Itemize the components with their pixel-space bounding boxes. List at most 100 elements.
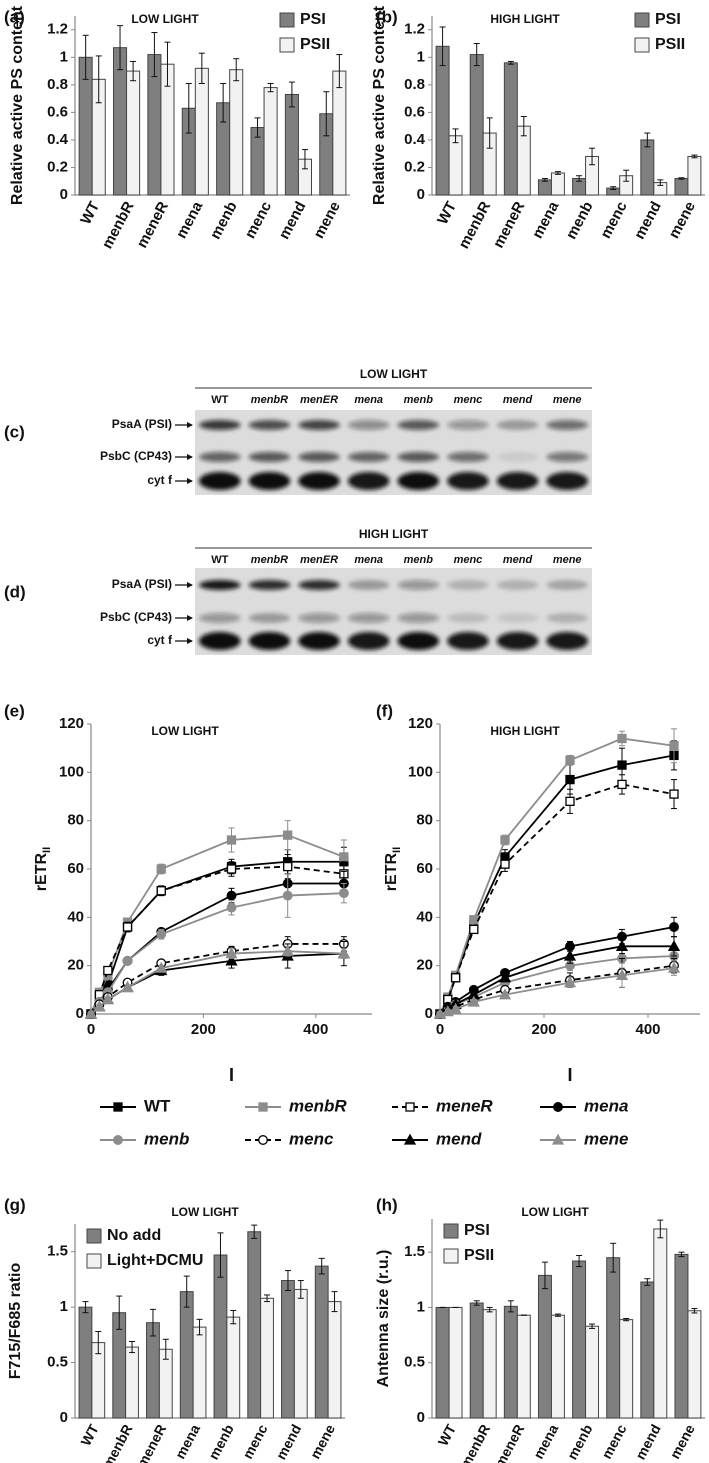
marker <box>469 915 479 925</box>
legend-label: menbR <box>289 1096 347 1115</box>
band <box>447 452 489 462</box>
y-tick-label: 0.4 <box>404 131 426 148</box>
band <box>198 580 241 590</box>
marker <box>156 864 166 874</box>
x-tick-label: menbR <box>99 1422 135 1463</box>
error-bar <box>82 1301 89 1314</box>
x-tick-label: menc <box>239 1421 270 1461</box>
error-bar <box>507 1300 514 1313</box>
panel-label: (g) <box>4 1195 26 1214</box>
x-tick-label: WT <box>434 199 460 228</box>
x-tick-label: menbR <box>99 199 138 252</box>
bar <box>194 67 209 196</box>
bar <box>281 1280 295 1419</box>
y-tick-label: 60 <box>416 860 433 877</box>
error-bar <box>220 82 227 123</box>
bar <box>482 1309 497 1419</box>
band <box>248 452 291 462</box>
band <box>298 452 340 462</box>
series-line <box>439 754 675 1015</box>
lane-label: menb <box>404 394 434 406</box>
y-tick-label: 20 <box>416 957 433 974</box>
x-tick-label: 200 <box>531 1021 556 1038</box>
x-tick-label: WT <box>435 1421 460 1448</box>
y-tick-label: 20 <box>67 957 84 974</box>
band <box>347 420 390 430</box>
legend-label: PSI <box>300 11 326 28</box>
bar <box>213 1254 228 1419</box>
y-tick-label: 0.8 <box>47 76 68 93</box>
error-bar <box>473 43 480 67</box>
error-bar <box>589 147 596 166</box>
marker <box>101 993 114 1005</box>
band <box>447 613 489 623</box>
marker <box>565 796 575 806</box>
marker <box>258 1102 268 1112</box>
chart-title: HIGH LIGHT <box>490 12 560 26</box>
marker <box>498 971 512 983</box>
lane-label: menc <box>454 554 483 566</box>
band <box>546 420 589 430</box>
chart-title: LOW LIGHT <box>151 724 219 738</box>
marker <box>156 886 166 896</box>
error-bar <box>185 82 192 134</box>
error-bar <box>164 41 171 87</box>
bar <box>585 1325 600 1419</box>
bar <box>435 45 450 196</box>
y-axis-label-text: Relative active PS content <box>9 5 26 205</box>
bar <box>537 179 552 196</box>
marker <box>113 1102 123 1112</box>
error-bar <box>95 55 102 104</box>
band <box>397 420 440 430</box>
x-tick-label: mena <box>173 198 207 241</box>
marker <box>617 760 627 770</box>
band <box>496 632 539 650</box>
bar <box>332 70 347 196</box>
y-tick-label: 0 <box>425 1005 433 1022</box>
bar <box>469 54 484 196</box>
x-tick-label: 0 <box>436 1021 444 1038</box>
x-tick-label: WT <box>77 199 103 228</box>
y-tick-label: 0 <box>60 1409 68 1426</box>
x-tick-label: mene <box>667 1421 698 1461</box>
band <box>447 472 489 490</box>
error-bar <box>198 52 205 84</box>
row-arrow-head <box>187 454 193 460</box>
panel-label: (a) <box>4 7 25 26</box>
y-tick-label: 1 <box>60 48 68 65</box>
marker <box>565 755 575 765</box>
y-tick-label: 0 <box>417 1409 425 1426</box>
bar <box>327 1301 342 1419</box>
x-tick-label: menc <box>597 199 630 242</box>
legend-label: mena <box>584 1096 628 1115</box>
error-bar <box>678 1251 685 1258</box>
error-bar <box>288 81 295 108</box>
marker <box>226 835 237 845</box>
marker <box>103 965 113 976</box>
marker <box>565 774 575 785</box>
bar <box>687 155 702 196</box>
bar <box>260 1297 274 1419</box>
band <box>397 472 440 490</box>
bar <box>293 1288 308 1419</box>
band <box>546 452 589 462</box>
error-bar <box>251 1224 258 1239</box>
y-axis-label: F715/F685 ratio <box>7 1263 24 1380</box>
y-tick-label: 0 <box>417 186 425 203</box>
band <box>397 580 440 590</box>
error-bar <box>644 1278 651 1286</box>
legend-label: No add <box>107 1227 161 1244</box>
marker <box>551 1133 565 1145</box>
y-tick-label: 0.8 <box>404 76 425 93</box>
bar <box>469 1302 484 1419</box>
row-label: cyt f <box>147 633 173 647</box>
lane-label: mena <box>354 554 383 566</box>
error-bar <box>217 1232 224 1278</box>
series-line <box>439 783 675 1015</box>
error-bar <box>323 91 330 137</box>
bar <box>572 1260 587 1419</box>
band <box>248 472 291 490</box>
x-tick-label: menbR <box>457 1422 493 1463</box>
y-axis-label-text: rETR <box>383 853 400 892</box>
lane-label: menER <box>300 554 338 566</box>
